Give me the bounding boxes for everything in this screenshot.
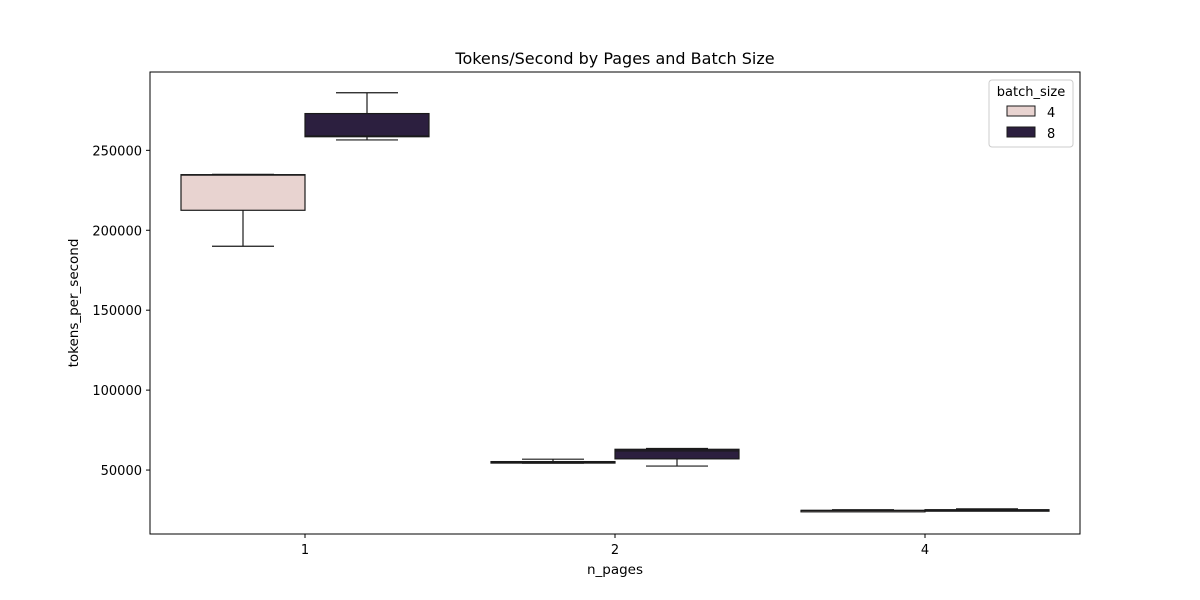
legend-swatch-batch-4 [1006,105,1036,117]
plot-area: 50000 100000 150000 200000 250000 1 2 4 [92,92,1050,558]
y-tick-label: 250000 [92,144,142,159]
y-tick-label: 200000 [92,224,142,239]
y-axis-label: tokens_per_second [66,239,82,368]
x-tick-label: 2 [611,543,619,558]
box-batch-4-pages-1 [180,174,306,211]
y-tick-label: 100000 [92,384,142,399]
legend-swatch-batch-8 [1006,126,1036,138]
legend-label-batch-4: 4 [1047,106,1055,121]
box-batch-8-pages-2 [614,448,740,460]
box-batch-8-pages-1 [304,112,430,138]
chart-title: Tokens/Second by Pages and Batch Size [454,49,774,68]
x-tick-label: 4 [921,543,929,558]
axes-frame [149,71,1081,535]
legend-label-batch-8: 8 [1047,127,1055,142]
legend-title: batch_size [997,85,1065,100]
y-tick-label: 50000 [101,464,142,479]
x-axis-label: n_pages [587,562,643,578]
legend: batch_size 4 8 [988,79,1074,148]
y-tick-label: 150000 [92,304,142,319]
x-tick-label: 1 [301,543,309,558]
